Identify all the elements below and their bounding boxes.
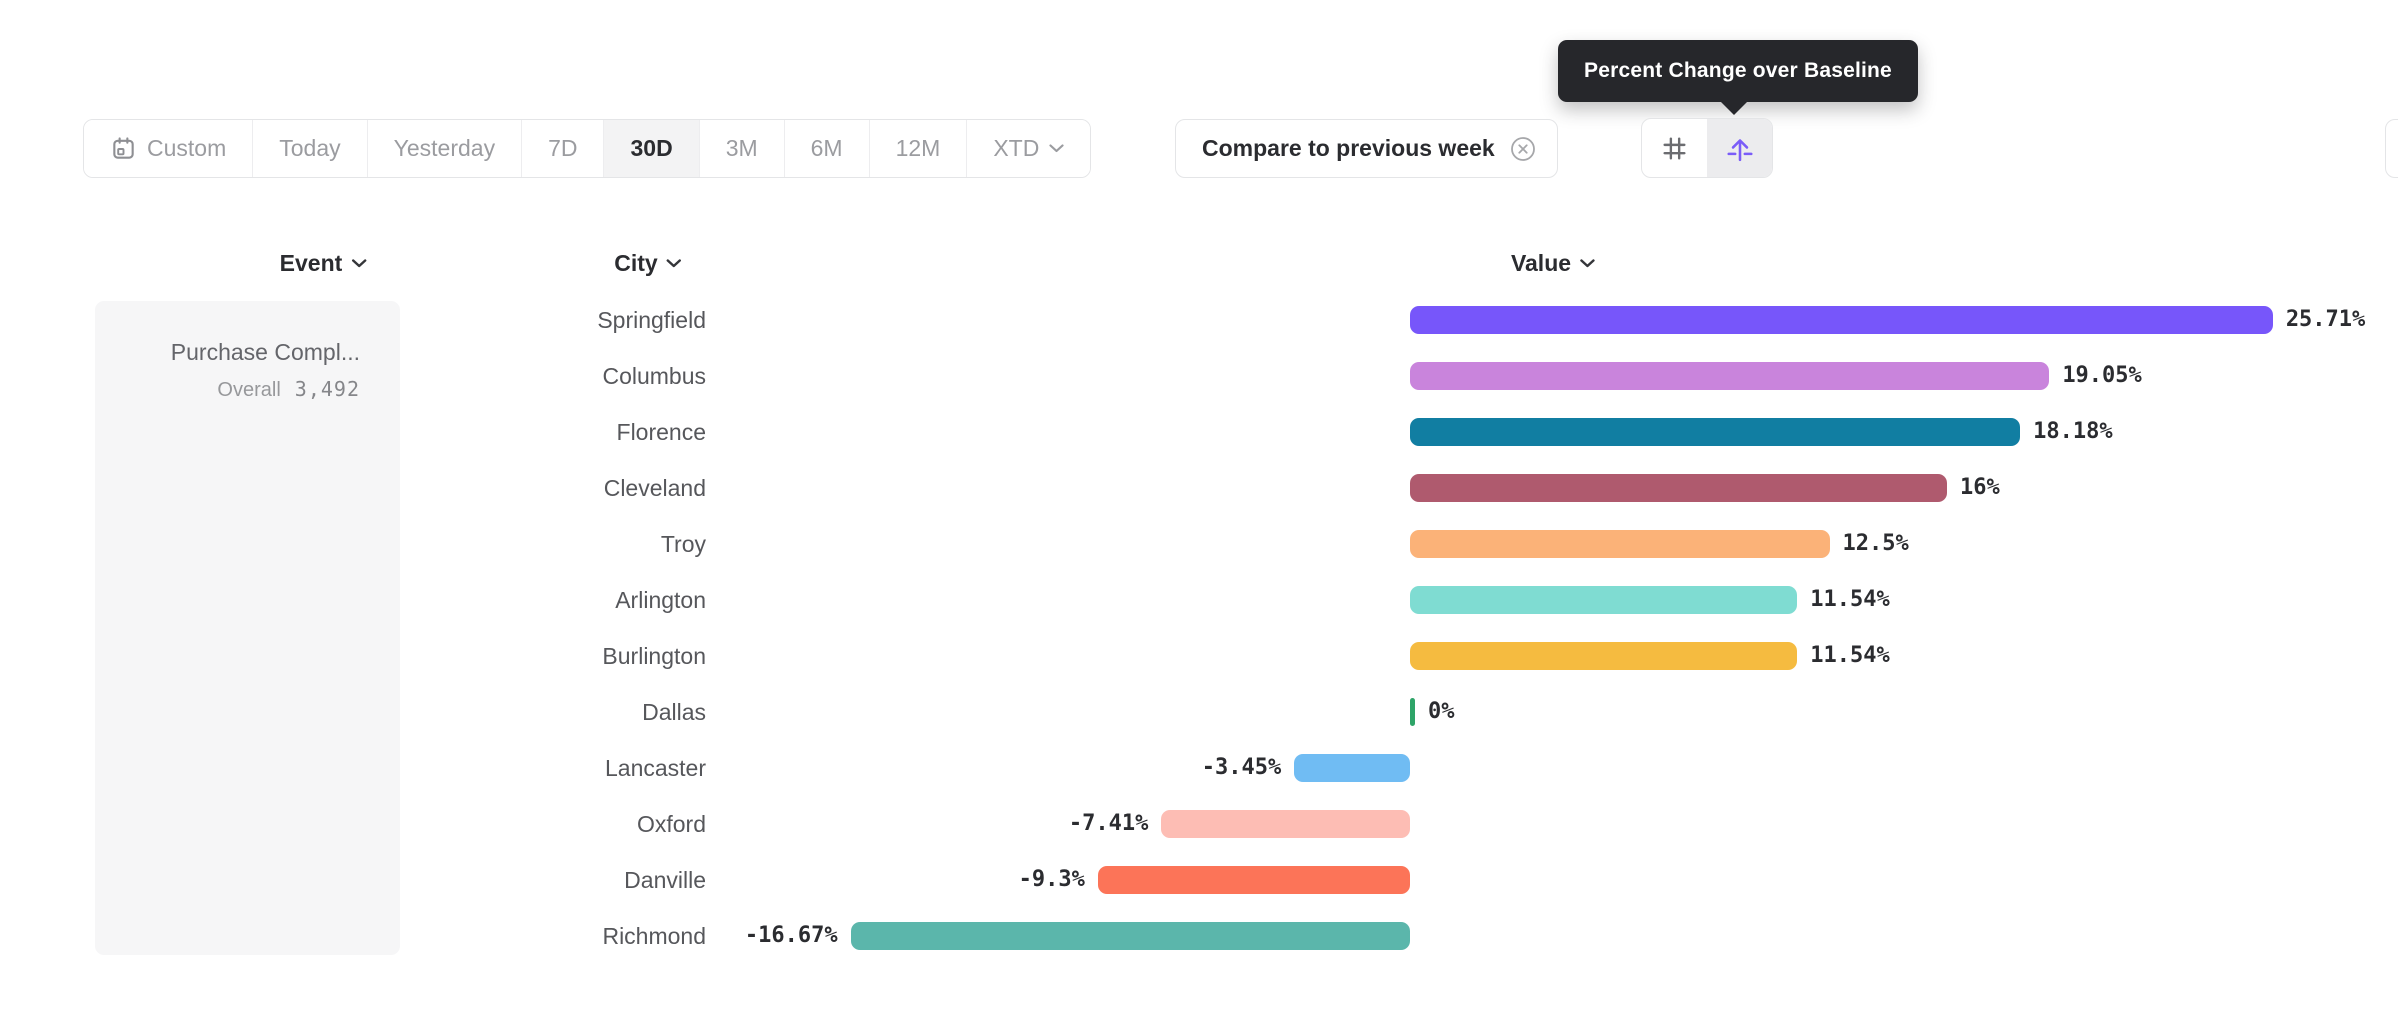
bar[interactable] [1410, 642, 1798, 670]
date-range-3m[interactable]: 3M [699, 120, 785, 177]
city-label: Troy [660, 531, 706, 557]
value-label: -16.67% [744, 923, 838, 948]
city-label: Arlington [615, 587, 706, 613]
overall-value: 3,492 [294, 377, 360, 401]
overall-label: Overall [217, 379, 281, 401]
bar[interactable] [1097, 866, 1410, 894]
number-grid-icon [1660, 134, 1689, 163]
date-range-xtd[interactable]: XTD [967, 120, 1091, 177]
value-label: -9.3% [1018, 867, 1085, 892]
bar[interactable] [1410, 698, 1415, 726]
city-label: Florence [616, 419, 706, 445]
value-label: 11.54% [1810, 587, 1890, 612]
city-label: Columbus [602, 363, 706, 389]
tooltip-percent-change: Percent Change over Baseline [1558, 40, 1918, 115]
event-panel[interactable]: Purchase Compl... Overall 3,492 [95, 301, 400, 955]
event-overall-row: Overall 3,492 [217, 377, 360, 402]
date-range-label: Yesterday [393, 135, 496, 161]
number-grid-button[interactable] [1642, 119, 1707, 177]
city-label: Oxford [636, 811, 706, 837]
date-range-today[interactable]: Today [253, 120, 368, 177]
column-header-city[interactable]: City [614, 248, 682, 278]
date-range-7d[interactable]: 7D [522, 120, 605, 177]
date-range-label: 3M [725, 135, 758, 161]
bar[interactable] [1410, 306, 2273, 334]
bar[interactable] [1410, 586, 1798, 614]
city-label: Dallas [642, 699, 706, 725]
date-range-custom[interactable]: Custom [84, 120, 254, 177]
date-range-label: 30D [630, 135, 673, 161]
bar[interactable] [1410, 474, 1947, 502]
value-label: 18.18% [2033, 419, 2113, 444]
column-header-label: Event [279, 249, 343, 276]
date-range-label: XTD [993, 135, 1040, 161]
city-label: Danville [624, 867, 706, 893]
city-label: Springfield [597, 307, 706, 333]
compare-chip-label: Compare to previous week [1202, 135, 1495, 161]
tooltip-text: Percent Change over Baseline [1584, 59, 1892, 82]
value-label: 16% [1959, 475, 2000, 500]
value-label: 12.5% [1842, 531, 1909, 556]
close-circle-icon[interactable] [1509, 135, 1537, 163]
bar[interactable] [850, 922, 1410, 950]
column-header-label: City [614, 249, 658, 276]
date-range-label: Custom [147, 135, 227, 161]
value-label: 0% [1428, 699, 1455, 724]
bar[interactable] [1410, 530, 1830, 558]
tooltip-pointer-icon [1721, 102, 1747, 115]
column-header-label: Value [1510, 249, 1572, 276]
column-header-event[interactable]: Event [280, 248, 367, 278]
date-range-toolbar: Custom Today Yesterday 7D 30D 3M 6M 12M … [83, 119, 1092, 178]
chevron-down-icon [351, 258, 367, 268]
value-display-toggle [1641, 118, 1773, 178]
date-range-30d[interactable]: 30D [604, 120, 700, 177]
clipped-toolbar-button[interactable] [2385, 119, 2398, 178]
city-label: Lancaster [604, 755, 706, 781]
value-label: -3.45% [1201, 755, 1282, 780]
date-range-label: 7D [548, 135, 578, 161]
value-label: 11.54% [1810, 643, 1890, 668]
bar[interactable] [1410, 418, 2021, 446]
value-label: 19.05% [2062, 363, 2142, 388]
chevron-down-icon [667, 258, 682, 268]
date-range-label: 6M [810, 135, 843, 161]
bar[interactable] [1161, 810, 1410, 838]
compare-chip[interactable]: Compare to previous week [1175, 119, 1558, 178]
value-label: 25.71% [2285, 307, 2366, 332]
date-range-12m[interactable]: 12M [869, 120, 968, 177]
column-header-value[interactable]: Value [1511, 248, 1595, 278]
chevron-down-icon [1580, 258, 1595, 268]
date-range-label: 12M [895, 135, 941, 161]
city-label: Burlington [602, 643, 706, 669]
event-name: Purchase Compl... [170, 339, 360, 365]
value-label: -7.41% [1068, 811, 1149, 836]
bar[interactable] [1410, 362, 2050, 390]
percent-baseline-button[interactable] [1707, 119, 1772, 177]
city-label: Richmond [602, 923, 706, 949]
bar[interactable] [1294, 754, 1410, 782]
date-range-6m[interactable]: 6M [784, 120, 870, 177]
chevron-down-icon [1049, 144, 1064, 153]
percent-baseline-arrow-icon [1725, 133, 1755, 163]
city-label: Cleveland [603, 475, 706, 501]
date-range-label: Today [279, 135, 341, 161]
calendar-icon [110, 135, 137, 162]
date-range-yesterday[interactable]: Yesterday [367, 120, 523, 177]
